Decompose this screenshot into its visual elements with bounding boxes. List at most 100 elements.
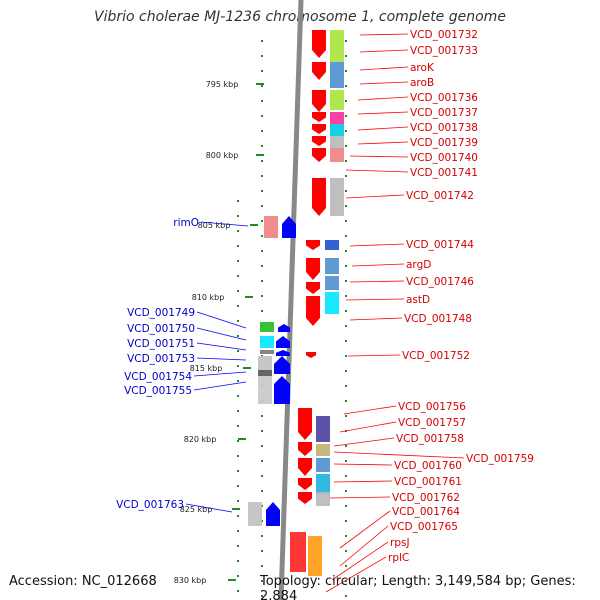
label-leader-line (193, 371, 247, 377)
forward-gene-arrow (274, 356, 290, 374)
label-leader-line (349, 155, 409, 158)
ruler-label: 795 kbp (206, 80, 239, 89)
gene-label: VCD_001755 (124, 385, 192, 397)
label-leader-line (339, 510, 391, 549)
cog-box (316, 444, 330, 456)
gene-label: VCD_001739 (410, 137, 478, 149)
label-leader-line (357, 126, 409, 131)
label-leader-line (196, 311, 247, 329)
gene-label: VCD_001752 (402, 350, 470, 362)
reverse-gene-arrow (306, 282, 320, 294)
label-leader-line (325, 556, 387, 593)
gene-label: VCD_001753 (127, 353, 195, 365)
ruler-label: 800 kbp (206, 151, 239, 160)
cog-box (260, 350, 274, 354)
gene-label: VCD_001740 (410, 152, 478, 164)
cog-box (330, 148, 344, 162)
label-leader-line (193, 381, 247, 391)
cog-box (264, 216, 278, 238)
cog-box (258, 356, 272, 370)
cog-box (308, 536, 322, 576)
label-leader-line (345, 298, 405, 301)
chromosome-backbone (278, 0, 304, 600)
gene-label: VCD_001742 (406, 190, 474, 202)
gene-label: VCD_001733 (410, 45, 478, 57)
gene-label: VCD_001758 (396, 433, 464, 445)
cog-box (325, 276, 339, 290)
cog-box (325, 258, 339, 274)
label-leader-line (359, 49, 409, 53)
gene-label: VCD_001744 (406, 239, 474, 251)
gene-label: VCD_001754 (124, 371, 192, 383)
ruler-label: 810 kbp (192, 293, 225, 302)
gene-label: VCD_001737 (410, 107, 478, 119)
reverse-gene-arrow (312, 136, 326, 146)
gene-label: VCD_001748 (404, 313, 472, 325)
reverse-gene-arrow (306, 258, 320, 280)
label-leader-line (359, 81, 409, 85)
gene-label: VCD_001756 (398, 401, 466, 413)
label-leader-line (339, 525, 389, 567)
gene-label: VCD_001764 (392, 506, 460, 518)
cog-box (258, 370, 272, 376)
gene-label: VCD_001763 (116, 499, 184, 511)
label-leader-line (333, 437, 395, 447)
ruler-label: 830 kbp (174, 576, 207, 585)
gene-label: aroB (410, 77, 434, 89)
label-leader-line (349, 243, 405, 247)
label-leader-line (331, 541, 389, 581)
label-leader-line (349, 280, 405, 283)
label-leader-line (185, 503, 233, 513)
ruler-label: 815 kbp (190, 364, 223, 373)
reverse-gene-arrow (312, 62, 326, 80)
label-leader-line (343, 405, 397, 415)
reverse-gene-arrow (298, 408, 312, 440)
reverse-gene-arrow (298, 442, 312, 456)
label-leader-line (196, 327, 247, 341)
label-leader-line (345, 194, 405, 199)
forward-gene-arrow (282, 216, 296, 238)
gene-label: VCD_001761 (394, 476, 462, 488)
ruler-label: 825 kbp (180, 505, 213, 514)
cog-box (290, 532, 306, 572)
cog-box (330, 112, 344, 124)
label-leader-line (333, 463, 393, 466)
gene-label: VCD_001749 (127, 307, 195, 319)
cog-box (316, 458, 330, 472)
gene-label: rpsJ (390, 537, 410, 549)
label-leader-line (329, 496, 391, 499)
reverse-gene-arrow (312, 124, 326, 134)
gene-label: VCD_001741 (410, 167, 478, 179)
gene-label: VCD_001762 (392, 492, 460, 504)
gene-label: VCD_001765 (390, 521, 458, 533)
forward-gene-arrow (274, 376, 290, 404)
gene-label: rplC (388, 552, 409, 564)
label-leader-line (200, 221, 249, 227)
cog-box (260, 336, 274, 348)
gene-label: VCD_001750 (127, 323, 195, 335)
label-leader-line (347, 354, 401, 357)
cog-box (248, 502, 262, 526)
gene-label: VCD_001757 (398, 417, 466, 429)
reverse-gene-arrow (306, 296, 320, 326)
cog-box (330, 30, 344, 62)
cog-box (330, 124, 344, 136)
reverse-gene-arrow (312, 90, 326, 112)
label-leader-line (357, 111, 409, 115)
forward-gene-arrow (276, 350, 290, 356)
label-leader-line (333, 451, 465, 459)
label-leader-line (357, 141, 409, 145)
cog-box (258, 376, 272, 404)
reverse-gene-arrow (306, 240, 320, 250)
cog-box (325, 240, 339, 250)
topology-text: Topology: circular; Length: 3,149,584 bp… (260, 574, 576, 600)
cog-box (316, 416, 330, 442)
label-leader-line (357, 96, 409, 101)
cog-box (316, 492, 330, 506)
forward-gene-arrow (276, 336, 290, 348)
gene-label: VCD_001751 (127, 338, 195, 350)
gene-label: astD (406, 294, 430, 306)
label-leader-line (359, 66, 409, 71)
label-leader-line (345, 169, 409, 173)
